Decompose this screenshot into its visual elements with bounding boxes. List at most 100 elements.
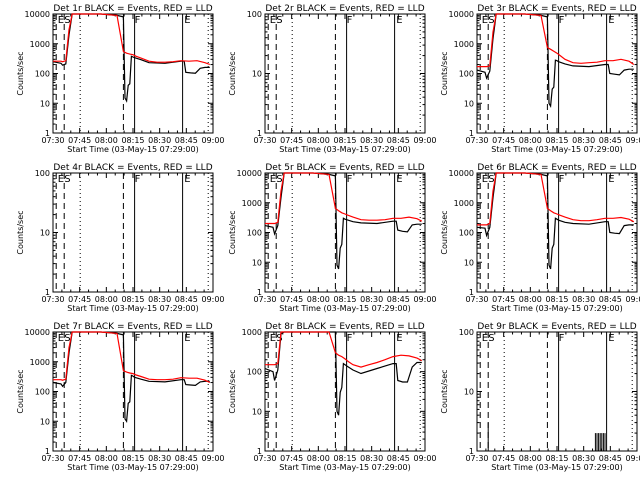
event-marker-F: F [347, 174, 353, 185]
panel-title: Det 1r BLACK = Events, RED = LLD [53, 4, 212, 14]
series-events [476, 13, 634, 109]
x-tick-label: 08:15 [545, 454, 568, 463]
x-tick-label: 08:45 [599, 454, 622, 463]
x-tick-label: 08:30 [360, 454, 383, 463]
panel-title: Det 3r BLACK = Events, RED = LLD [477, 4, 636, 14]
y-tick-label: 10 [40, 99, 50, 108]
series-lld [265, 331, 423, 368]
x-axis-label: Start Time (03-May-15 07:29:00) [67, 463, 198, 472]
event-marker-F: F [347, 15, 353, 26]
panel-title: Det 6r BLACK = Events, RED = LLD [477, 163, 636, 173]
event-marker-F: F [135, 333, 141, 344]
panel-title: Det 9r BLACK = Events, RED = LLD [477, 322, 636, 332]
x-tick-label: 07:30 [41, 454, 64, 463]
x-tick-label: 08:30 [360, 136, 383, 145]
y-tick-label: 1 [469, 288, 474, 297]
panel-det-9: Det 9r BLACK = Events, RED = LLD 1 10 100 07… [440, 322, 640, 472]
x-tick-label: 07:45 [492, 136, 515, 145]
x-tick-label: 09:00 [625, 454, 640, 463]
event-marker-S: S [276, 174, 282, 185]
y-tick-label: 10000 [449, 169, 474, 178]
event-marker-F: F [559, 15, 565, 26]
y-tick-label: 1 [257, 447, 262, 456]
y-tick-label: 1 [469, 447, 474, 456]
event-marker-F: F [559, 333, 565, 344]
y-tick-label: 100 [247, 10, 262, 19]
series-lld [53, 13, 211, 66]
y-tick-label: 10000 [25, 328, 50, 337]
event-marker-S: S [64, 15, 70, 26]
event-marker-E: E [396, 333, 402, 344]
y-tick-label: 10 [464, 388, 474, 397]
x-tick-label: 09:00 [201, 454, 224, 463]
x-tick-label: 08:00 [95, 295, 118, 304]
event-marker-E: E [396, 174, 402, 185]
event-marker-S: S [488, 15, 494, 26]
x-tick-label: 07:30 [465, 136, 488, 145]
panel-title: Det 4r BLACK = Events, RED = LLD [53, 163, 212, 173]
x-tick-label: 07:30 [465, 454, 488, 463]
panel-title: Det 7r BLACK = Events, RED = LLD [53, 322, 212, 332]
y-tick-label: 10 [252, 258, 262, 267]
y-tick-label: 10 [40, 229, 50, 238]
y-tick-label: 100 [35, 388, 50, 397]
panel-det-8: Det 8r BLACK = Events, RED = LLD 1 10 100 10… [228, 322, 437, 472]
series-lld [265, 172, 423, 225]
x-tick-label: 07:45 [280, 295, 303, 304]
y-tick-label: 100 [459, 70, 474, 79]
y-tick-label: 1000 [242, 199, 262, 208]
series-events [52, 331, 210, 424]
panel-det-4: Det 4r BLACK = Events, RED = LLD 1 10 100 07… [16, 163, 225, 313]
x-tick-label: 09:00 [625, 136, 640, 145]
x-tick-label: 08:30 [360, 295, 383, 304]
y-tick-label: 100 [459, 229, 474, 238]
event-marker-E: E [184, 15, 190, 26]
y-tick-label: 1 [257, 129, 262, 138]
y-tick-label: 100 [247, 229, 262, 238]
x-tick-label: 07:45 [280, 454, 303, 463]
x-tick-label: 07:45 [492, 454, 515, 463]
y-tick-label: 1000 [454, 199, 474, 208]
x-tick-label: 08:15 [333, 136, 356, 145]
event-marker-E: E [270, 174, 276, 185]
y-tick-label: 100 [459, 328, 474, 337]
y-tick-label: 10000 [25, 10, 50, 19]
event-marker-S: S [276, 333, 282, 344]
x-axis-label: Start Time (03-May-15 07:29:00) [279, 463, 410, 472]
x-tick-label: 08:00 [519, 295, 542, 304]
x-tick-label: 09:00 [413, 136, 436, 145]
plot-frame [264, 172, 426, 293]
x-axis-label: Start Time (03-May-15 07:29:00) [67, 304, 198, 313]
x-tick-label: 07:30 [41, 136, 64, 145]
panel-title: Det 2r BLACK = Events, RED = LLD [265, 4, 424, 14]
event-marker-S: S [488, 333, 494, 344]
y-tick-label: 10 [464, 99, 474, 108]
x-tick-label: 07:45 [68, 454, 91, 463]
x-tick-label: 08:45 [599, 295, 622, 304]
x-tick-label: 08:00 [95, 454, 118, 463]
y-tick-label: 1 [469, 129, 474, 138]
x-tick-label: 07:30 [253, 136, 276, 145]
y-tick-label: 1000 [30, 358, 50, 367]
y-axis-label: Counts/sec [16, 210, 25, 254]
x-tick-label: 08:30 [148, 295, 171, 304]
x-tick-label: 08:15 [545, 295, 568, 304]
y-axis-label: Counts/sec [228, 51, 237, 95]
y-axis-label: Counts/sec [440, 51, 449, 95]
x-tick-label: 08:15 [333, 454, 356, 463]
x-tick-label: 08:00 [95, 136, 118, 145]
x-tick-label: 09:00 [413, 295, 436, 304]
x-tick-label: 07:30 [465, 295, 488, 304]
plot-frame [264, 13, 426, 134]
y-tick-label: 100 [35, 169, 50, 178]
panel-title: Det 5r BLACK = Events, RED = LLD [265, 163, 424, 173]
x-tick-label: 09:00 [625, 295, 640, 304]
x-tick-label: 09:00 [201, 295, 224, 304]
x-tick-label: 07:45 [68, 136, 91, 145]
x-tick-label: 08:00 [307, 136, 330, 145]
x-tick-label: 09:00 [201, 136, 224, 145]
event-marker-E: E [608, 15, 614, 26]
event-marker-F: F [135, 174, 141, 185]
series-events [52, 13, 210, 103]
